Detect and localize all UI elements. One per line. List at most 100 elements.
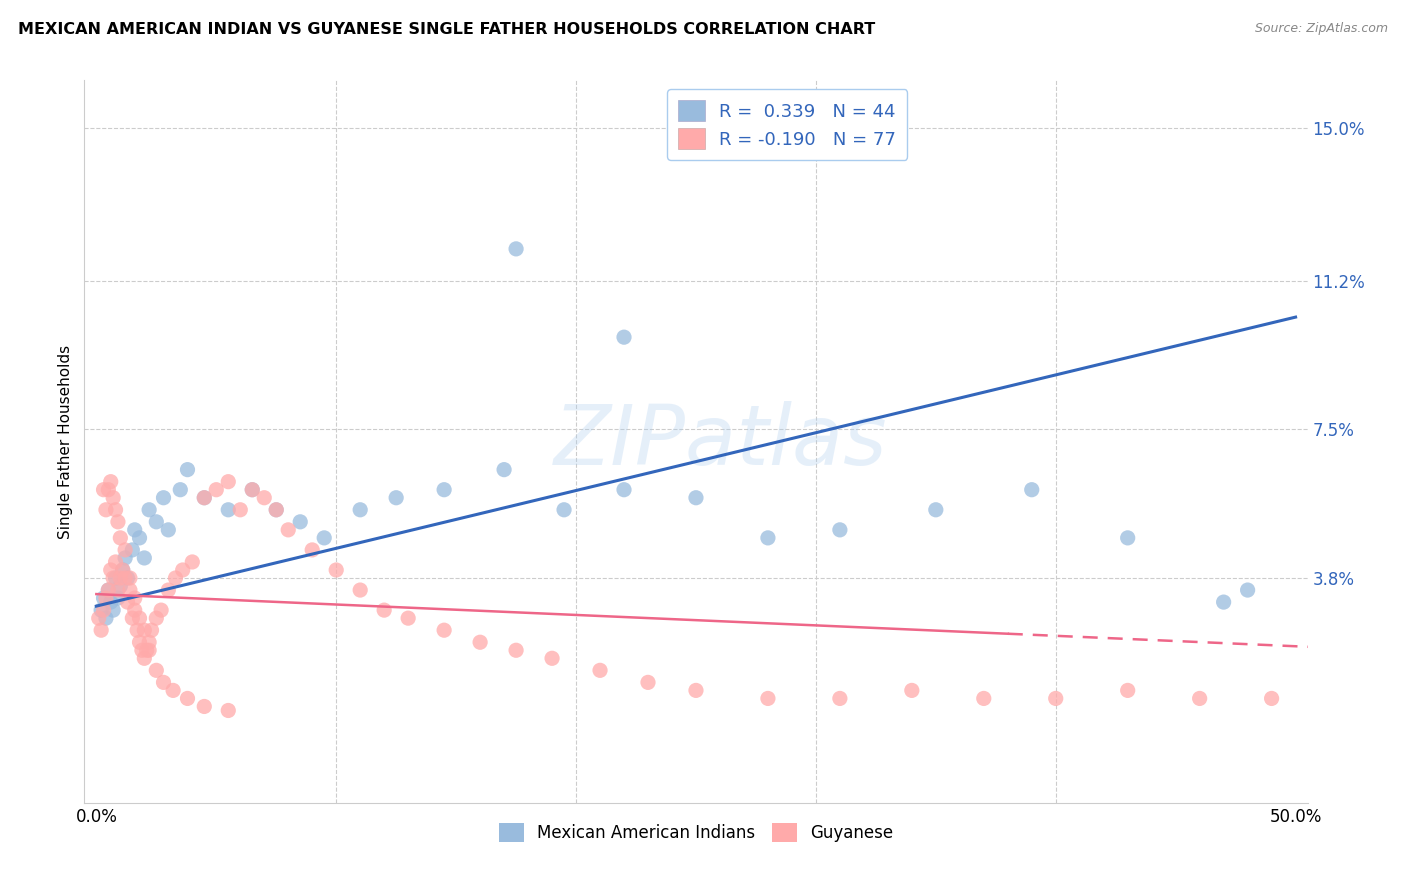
Text: Source: ZipAtlas.com: Source: ZipAtlas.com <box>1254 22 1388 36</box>
Point <box>128 635 150 649</box>
Point <box>152 675 174 690</box>
Point <box>104 571 127 585</box>
Point <box>613 330 636 344</box>
Point <box>145 515 167 529</box>
Point <box>181 555 204 569</box>
Point <box>217 703 239 717</box>
Point <box>176 691 198 706</box>
Point <box>110 531 132 545</box>
Point <box>87 611 110 625</box>
Point <box>1260 691 1282 706</box>
Point <box>162 683 184 698</box>
Point <box>121 542 143 557</box>
Point <box>240 483 263 497</box>
Point <box>138 635 160 649</box>
Point <box>229 502 252 516</box>
Point <box>1021 483 1043 497</box>
Point <box>138 502 160 516</box>
Point <box>217 502 239 516</box>
Point <box>94 611 117 625</box>
Point <box>101 603 124 617</box>
Point <box>110 571 132 585</box>
Point <box>756 531 779 545</box>
Point <box>101 571 124 585</box>
Point <box>240 483 263 497</box>
Point <box>264 502 287 516</box>
Point <box>314 531 336 545</box>
Legend: Mexican American Indians, Guyanese: Mexican American Indians, Guyanese <box>492 816 900 848</box>
Point <box>118 571 141 585</box>
Point <box>134 551 156 566</box>
Point <box>97 583 120 598</box>
Point <box>114 542 136 557</box>
Point <box>1116 531 1139 545</box>
Point <box>396 611 419 625</box>
Point <box>107 515 129 529</box>
Point <box>157 523 180 537</box>
Point <box>93 591 115 606</box>
Text: ZIPatlas: ZIPatlas <box>554 401 887 482</box>
Point <box>193 699 215 714</box>
Point <box>97 583 120 598</box>
Point <box>589 664 612 678</box>
Point <box>124 523 146 537</box>
Point <box>141 623 163 637</box>
Point <box>541 651 564 665</box>
Point <box>157 583 180 598</box>
Point <box>1045 691 1067 706</box>
Point <box>134 651 156 665</box>
Point <box>468 635 491 649</box>
Point <box>973 691 995 706</box>
Point <box>135 643 157 657</box>
Point <box>111 563 134 577</box>
Point <box>494 462 516 476</box>
Point <box>138 643 160 657</box>
Point <box>104 502 127 516</box>
Point <box>349 502 371 516</box>
Point <box>1236 583 1258 598</box>
Point <box>90 603 112 617</box>
Point <box>193 491 215 505</box>
Point <box>93 483 115 497</box>
Point <box>124 591 146 606</box>
Point <box>124 603 146 617</box>
Point <box>277 523 299 537</box>
Point <box>100 563 122 577</box>
Point <box>385 491 408 505</box>
Point <box>828 691 851 706</box>
Point <box>128 531 150 545</box>
Point <box>165 571 187 585</box>
Point <box>1188 691 1211 706</box>
Point <box>685 491 707 505</box>
Point <box>901 683 924 698</box>
Point <box>145 664 167 678</box>
Point <box>93 603 115 617</box>
Point <box>127 623 149 637</box>
Point <box>121 611 143 625</box>
Point <box>176 462 198 476</box>
Point <box>107 591 129 606</box>
Point <box>114 571 136 585</box>
Point <box>193 491 215 505</box>
Point <box>117 595 139 609</box>
Point <box>301 542 323 557</box>
Point <box>131 643 153 657</box>
Point <box>373 603 395 617</box>
Point <box>101 491 124 505</box>
Point <box>111 563 134 577</box>
Point <box>325 563 347 577</box>
Point <box>253 491 276 505</box>
Point <box>685 683 707 698</box>
Point <box>505 242 527 256</box>
Point <box>100 475 122 489</box>
Point <box>433 483 456 497</box>
Point <box>505 643 527 657</box>
Point <box>110 579 132 593</box>
Point <box>756 691 779 706</box>
Point <box>1212 595 1234 609</box>
Point <box>169 483 191 497</box>
Point <box>100 595 122 609</box>
Point <box>118 583 141 598</box>
Point <box>637 675 659 690</box>
Point <box>349 583 371 598</box>
